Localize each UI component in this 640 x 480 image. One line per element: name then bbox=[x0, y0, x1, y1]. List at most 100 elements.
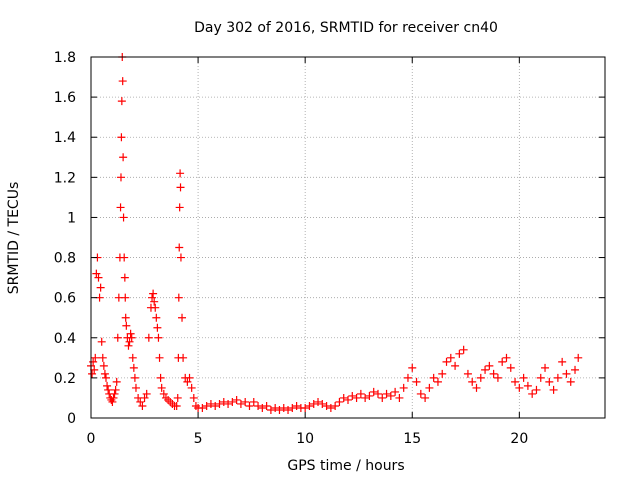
data-point bbox=[211, 401, 220, 410]
data-point bbox=[138, 401, 147, 410]
x-tick-label: 5 bbox=[194, 431, 203, 447]
data-point bbox=[344, 395, 352, 404]
data-point bbox=[109, 393, 118, 402]
data-point bbox=[485, 361, 494, 370]
y-tick-label: 0.4 bbox=[54, 331, 76, 347]
data-point bbox=[545, 377, 554, 386]
data-point bbox=[96, 283, 105, 292]
data-point bbox=[89, 357, 98, 366]
data-point bbox=[562, 369, 571, 378]
x-tick-label: 20 bbox=[510, 431, 528, 447]
data-point bbox=[126, 329, 135, 338]
data-point bbox=[266, 405, 275, 414]
data-point bbox=[113, 333, 122, 342]
data-point bbox=[245, 401, 254, 410]
data-point bbox=[121, 313, 130, 322]
data-point bbox=[122, 321, 131, 330]
data-point bbox=[429, 373, 438, 382]
data-point bbox=[463, 369, 472, 378]
data-point bbox=[117, 97, 126, 106]
data-point bbox=[176, 169, 185, 178]
data-point bbox=[97, 337, 106, 346]
data-point bbox=[232, 395, 241, 404]
data-point bbox=[365, 391, 374, 400]
data-point bbox=[549, 385, 558, 394]
plot-frame bbox=[90, 56, 606, 419]
data-point bbox=[395, 393, 404, 402]
data-point bbox=[528, 389, 537, 398]
data-point bbox=[292, 401, 301, 410]
chart-title: Day 302 of 2016, SRMTID for receiver cn4… bbox=[194, 20, 498, 36]
axis-ticks bbox=[90, 56, 605, 419]
data-point bbox=[408, 363, 417, 372]
data-point bbox=[322, 401, 331, 410]
data-point bbox=[314, 397, 323, 406]
data-point bbox=[155, 353, 164, 362]
data-point bbox=[356, 389, 365, 398]
data-point bbox=[189, 393, 198, 402]
data-point bbox=[318, 399, 327, 408]
data-point bbox=[249, 397, 258, 406]
data-point bbox=[179, 353, 188, 362]
data-point bbox=[151, 303, 160, 312]
data-point bbox=[489, 369, 498, 378]
data-point bbox=[202, 401, 211, 410]
data-point bbox=[369, 387, 378, 396]
grid-lines bbox=[91, 57, 605, 418]
data-point bbox=[130, 373, 139, 382]
data-point bbox=[176, 253, 185, 262]
data-point bbox=[309, 399, 318, 408]
data-point bbox=[335, 397, 344, 406]
data-point bbox=[142, 389, 151, 398]
data-point bbox=[108, 397, 117, 406]
data-point bbox=[241, 397, 250, 406]
data-point bbox=[254, 401, 263, 410]
data-point bbox=[553, 373, 562, 382]
data-point bbox=[131, 383, 140, 392]
data-point bbox=[148, 293, 157, 302]
data-point bbox=[271, 403, 280, 412]
data-point bbox=[275, 405, 284, 414]
data-point bbox=[339, 393, 348, 402]
data-point bbox=[382, 389, 391, 398]
data-point bbox=[144, 333, 153, 342]
data-point bbox=[442, 357, 451, 366]
data-point bbox=[433, 377, 442, 386]
data-point bbox=[421, 393, 430, 402]
data-point bbox=[288, 403, 297, 412]
data-point bbox=[403, 373, 412, 382]
data-point bbox=[185, 373, 194, 382]
data-point bbox=[301, 403, 310, 412]
data-point bbox=[455, 349, 464, 358]
data-point bbox=[136, 397, 145, 406]
data-point bbox=[124, 341, 133, 350]
y-tick-label: 1.8 bbox=[54, 50, 76, 66]
data-point bbox=[523, 381, 532, 390]
data-point bbox=[361, 393, 370, 402]
data-point bbox=[119, 213, 128, 222]
data-point bbox=[101, 373, 110, 382]
data-point bbox=[224, 399, 233, 408]
data-point bbox=[438, 369, 447, 378]
data-point bbox=[348, 391, 357, 400]
data-point bbox=[110, 389, 119, 398]
data-point bbox=[451, 361, 460, 370]
x-tick-label: 10 bbox=[296, 431, 314, 447]
data-point bbox=[172, 401, 181, 410]
data-point bbox=[129, 363, 138, 372]
data-point bbox=[119, 153, 128, 162]
data-point bbox=[416, 389, 425, 398]
data-point bbox=[373, 389, 382, 398]
data-point bbox=[88, 369, 97, 378]
y-tick-label: 0.8 bbox=[54, 251, 76, 267]
y-tick-label: 1.6 bbox=[54, 90, 76, 106]
data-point bbox=[157, 383, 166, 392]
y-axis-label: SRMTID / TECUs bbox=[6, 182, 22, 295]
data-point bbox=[399, 383, 408, 392]
data-point bbox=[326, 403, 335, 412]
data-point bbox=[104, 385, 113, 394]
data-point bbox=[127, 333, 136, 342]
data-point bbox=[125, 337, 134, 346]
data-point bbox=[175, 203, 184, 212]
